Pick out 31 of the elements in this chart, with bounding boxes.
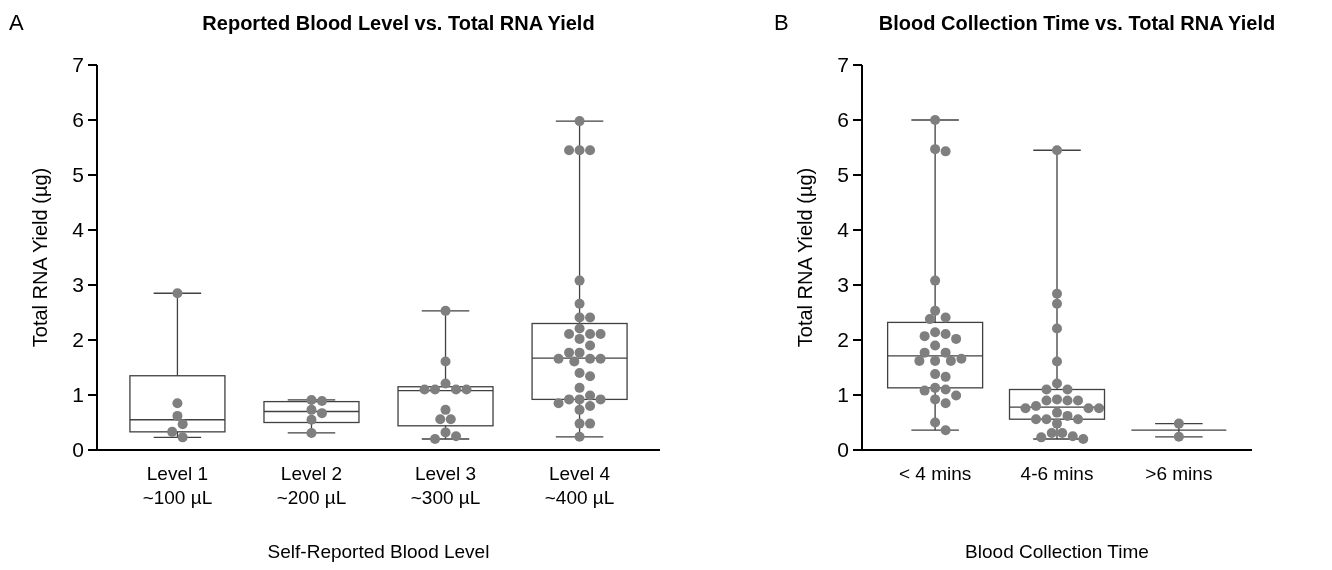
y-tick-label: 7 [72,53,84,77]
y-tick-label: 3 [837,273,849,297]
y-tick-label: 0 [837,438,849,462]
y-tick-label: 4 [72,218,85,242]
y-tick-label: 1 [837,383,849,407]
y-tick-label: 0 [72,438,84,462]
text: B [774,10,789,35]
y-tick-label: 6 [837,108,849,132]
x-axis-title: Self-Reported Blood Level [267,541,490,562]
y-axis-title: Total RNA Yield (µg) [794,167,816,348]
y-tick-label: 1 [72,383,84,407]
y-tick-label: 2 [837,328,849,352]
chart-title: Reported Blood Level vs. Total RNA Yield [202,12,595,34]
y-tick-label: 7 [837,53,849,77]
x-tick-label: Level 2 ~200 µL [276,463,347,508]
chart-title: Blood Collection Time vs. Total RNA Yield [878,12,1276,34]
x-tick-label: Level 3 ~300 µL [410,463,481,508]
x-tick-label: Level 4 ~400 µL [544,463,615,508]
text: A [9,10,24,35]
y-tick-label: 6 [72,108,84,132]
x-tick-label: >6 mins [1145,463,1213,484]
x-axis-title: Blood Collection Time [965,541,1149,562]
y-tick-label: 2 [72,328,84,352]
y-tick-label: 5 [72,163,84,187]
y-tick-label: 4 [837,218,850,242]
x-tick-label: Level 1 ~100 µL [142,463,213,508]
y-axis-title: Total RNA Yield (µg) [29,167,51,348]
x-tick-label: 4-6 mins [1020,463,1094,484]
x-tick-label: < 4 mins [898,463,972,484]
y-tick-label: 3 [72,273,84,297]
y-tick-label: 5 [837,163,849,187]
